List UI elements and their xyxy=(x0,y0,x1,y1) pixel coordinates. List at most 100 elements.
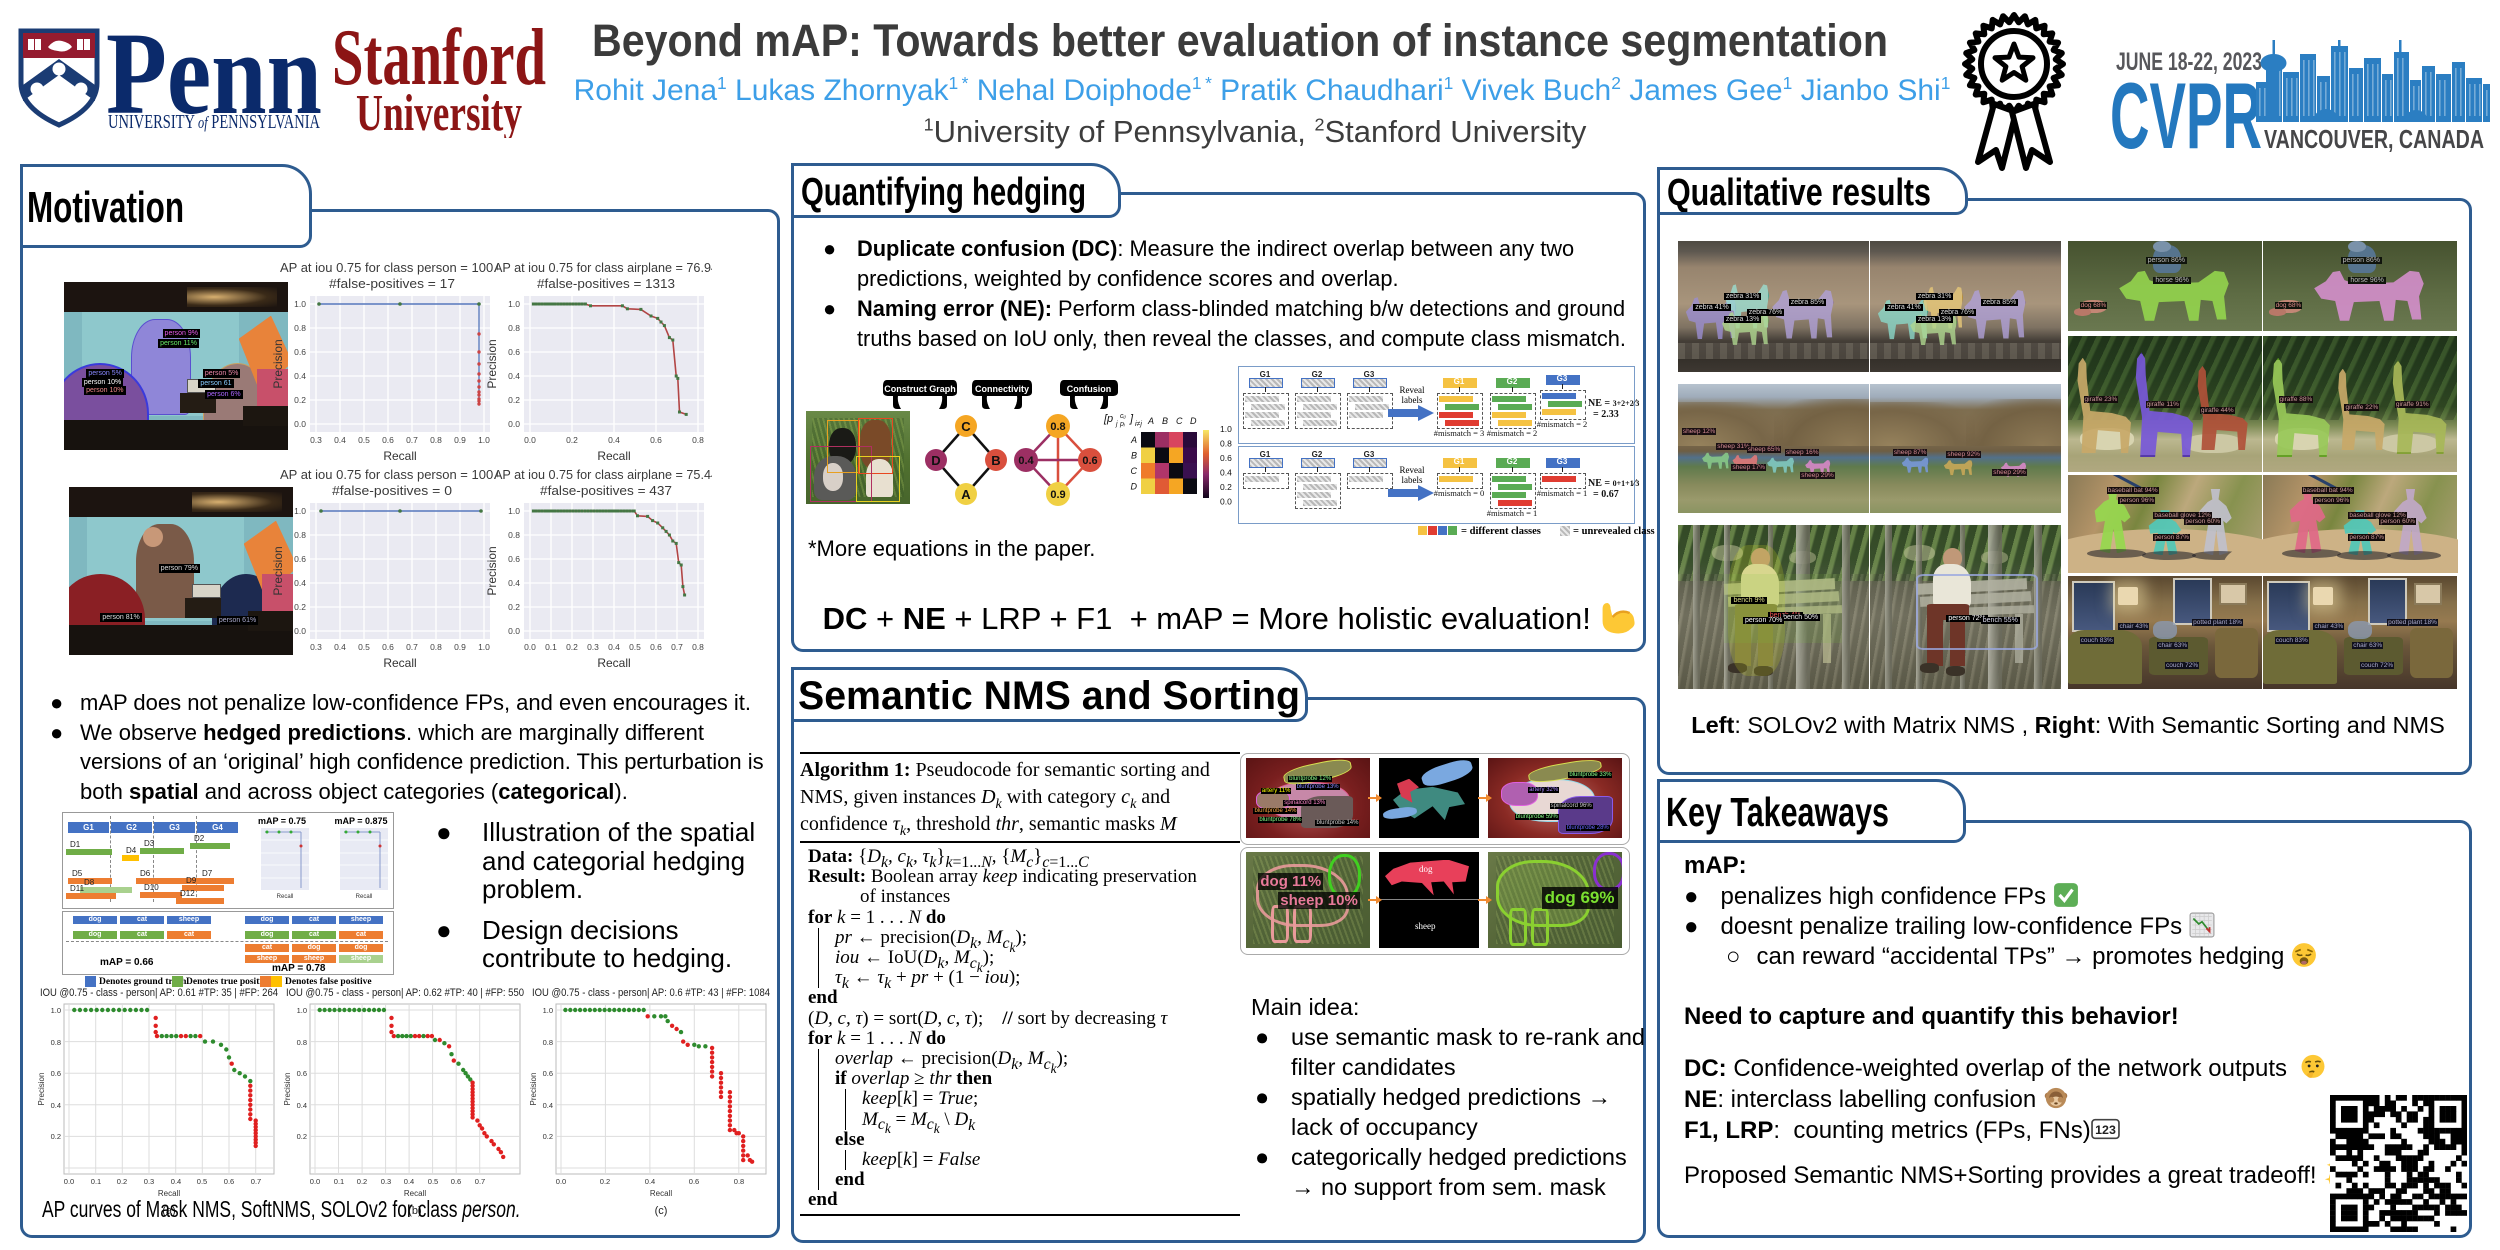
svg-text:0.8: 0.8 xyxy=(430,642,442,652)
svg-text:0.7: 0.7 xyxy=(406,435,418,445)
svg-text:B: B xyxy=(1131,451,1137,461)
svg-text:0.8: 0.8 xyxy=(543,1038,553,1047)
svg-text:1.0: 1.0 xyxy=(294,506,306,516)
svg-text:0.0: 0.0 xyxy=(556,1177,566,1186)
svg-text:University: University xyxy=(356,85,522,138)
svg-text:0.5: 0.5 xyxy=(428,1177,438,1186)
svg-text:(c): (c) xyxy=(655,1205,668,1217)
svg-text:0.0: 0.0 xyxy=(294,419,306,429)
svg-text:0.4: 0.4 xyxy=(294,371,306,381)
svg-text:0.9: 0.9 xyxy=(454,642,466,652)
svg-text:0.4: 0.4 xyxy=(508,371,520,381)
svg-text:UNIVERSITY of PENNSYLVANIA: UNIVERSITY of PENNSYLVANIA xyxy=(108,111,320,133)
svg-text:Recall: Recall xyxy=(158,1189,180,1198)
svg-text:0.2: 0.2 xyxy=(117,1177,127,1186)
svg-text:0.2: 0.2 xyxy=(1220,482,1232,492)
svg-text:j: j xyxy=(1115,421,1118,428)
svg-text:0.9: 0.9 xyxy=(454,435,466,445)
svg-text:0.8: 0.8 xyxy=(294,530,306,540)
svg-text:Precision: Precision xyxy=(485,339,499,388)
svg-text:D: D xyxy=(931,453,940,468)
svg-text:A: A xyxy=(1130,435,1137,445)
svg-text:0.6: 0.6 xyxy=(1082,455,1097,467)
svg-text:0.8: 0.8 xyxy=(1220,439,1232,449)
svg-text:0.4: 0.4 xyxy=(608,642,620,652)
svg-text:0.4: 0.4 xyxy=(508,578,520,588)
svg-text:0.4: 0.4 xyxy=(51,1101,61,1110)
svg-text:0.2: 0.2 xyxy=(508,602,520,612)
svg-text:0.8: 0.8 xyxy=(508,530,520,540)
svg-text:0.7: 0.7 xyxy=(406,642,418,652)
svg-text:Recall: Recall xyxy=(277,894,294,900)
svg-text:0.4: 0.4 xyxy=(334,435,346,445)
svg-text:0.3: 0.3 xyxy=(144,1177,154,1186)
svg-text:Precision: Precision xyxy=(283,1073,292,1106)
svg-text:0.8: 0.8 xyxy=(692,642,704,652)
svg-text:Motivation: Motivation xyxy=(27,183,184,232)
svg-text:Penn: Penn xyxy=(106,18,322,138)
svg-text:Confusion: Confusion xyxy=(1067,384,1112,394)
svg-text:0.1: 0.1 xyxy=(334,1177,344,1186)
svg-text:Recall: Recall xyxy=(650,1189,672,1198)
svg-text:0.2: 0.2 xyxy=(297,1132,307,1141)
svg-text:0.6: 0.6 xyxy=(1220,453,1232,463)
svg-text:AP at iou 0.75 for class perso: AP at iou 0.75 for class person = 100.0 xyxy=(280,467,498,482)
svg-text:0.8: 0.8 xyxy=(297,1038,307,1047)
svg-text:0.4: 0.4 xyxy=(543,1101,553,1110)
svg-text:Recall: Recall xyxy=(597,449,630,463)
svg-text:(a): (a) xyxy=(162,1205,175,1217)
svg-text:1.0: 1.0 xyxy=(478,435,490,445)
svg-text:IOU @0.75 - class - person| AP: IOU @0.75 - class - person| AP: 0.6 #TP:… xyxy=(532,987,770,999)
svg-text:0.2: 0.2 xyxy=(543,1132,553,1141)
svg-text:0.0: 0.0 xyxy=(508,419,520,429)
svg-text:Precision: Precision xyxy=(485,546,499,595)
svg-text:0.2: 0.2 xyxy=(294,395,306,405)
svg-text:0.2: 0.2 xyxy=(357,1177,367,1186)
svg-text:C: C xyxy=(1176,416,1183,426)
svg-text:AP at iou 0.75 for class airpl: AP at iou 0.75 for class airplane = 75.4… xyxy=(494,467,712,482)
svg-text:Precision: Precision xyxy=(271,546,285,595)
svg-text:Qualitative results: Qualitative results xyxy=(1667,172,1931,212)
svg-text:0.6: 0.6 xyxy=(51,1069,61,1078)
svg-text:0.6: 0.6 xyxy=(508,347,520,357)
svg-text:B: B xyxy=(1162,416,1168,426)
svg-text:#false-positives = 437: #false-positives = 437 xyxy=(540,483,672,498)
svg-text:1.0: 1.0 xyxy=(51,1006,61,1015)
svg-text:(b): (b) xyxy=(408,1205,421,1217)
svg-text:0.6: 0.6 xyxy=(543,1069,553,1078)
svg-text:0.6: 0.6 xyxy=(650,642,662,652)
svg-text:0.6: 0.6 xyxy=(382,642,394,652)
svg-text:D: D xyxy=(1190,416,1197,426)
svg-text:0.6: 0.6 xyxy=(689,1177,699,1186)
svg-text:Recall: Recall xyxy=(404,1189,426,1198)
svg-text:Precision: Precision xyxy=(37,1073,46,1106)
svg-text:IOU @0.75 - class - person| AP: IOU @0.75 - class - person| AP: 0.61 #TP… xyxy=(40,987,278,999)
svg-text:0.3: 0.3 xyxy=(310,642,322,652)
svg-text:Recall: Recall xyxy=(356,894,373,900)
svg-text:]: ] xyxy=(1129,413,1134,425)
svg-text:1.0: 1.0 xyxy=(508,299,520,309)
svg-text:Key Takeaways: Key Takeaways xyxy=(1666,789,1889,835)
svg-text:0.7: 0.7 xyxy=(671,642,683,652)
svg-text:Stanford: Stanford xyxy=(332,18,546,102)
svg-text:JUNE 18-22, 2023: JUNE 18-22, 2023 xyxy=(2116,48,2262,76)
svg-text:Beyond mAP: Towards better eva: Beyond mAP: Towards better evaluation of… xyxy=(592,15,1888,66)
svg-text:0.2: 0.2 xyxy=(508,395,520,405)
svg-text:0.5: 0.5 xyxy=(197,1177,207,1186)
svg-text:Connectivity: Connectivity xyxy=(975,384,1029,394)
svg-text:[p: [p xyxy=(1103,413,1113,425)
svg-text:0.2: 0.2 xyxy=(294,602,306,612)
svg-text:0.6: 0.6 xyxy=(297,1069,307,1078)
svg-text:0.4: 0.4 xyxy=(294,578,306,588)
svg-text:0.0: 0.0 xyxy=(508,626,520,636)
svg-text:#false-positives = 17: #false-positives = 17 xyxy=(329,276,455,291)
svg-text:0.6: 0.6 xyxy=(294,347,306,357)
svg-text:Quantifying hedging: Quantifying hedging xyxy=(801,171,1086,214)
svg-text:0.0: 0.0 xyxy=(524,642,536,652)
svg-text:B: B xyxy=(991,453,1000,468)
svg-text:0.0: 0.0 xyxy=(64,1177,74,1186)
svg-text:Recall: Recall xyxy=(597,656,630,670)
svg-text:0.6: 0.6 xyxy=(650,435,662,445)
svg-text:1.0: 1.0 xyxy=(294,299,306,309)
svg-text:0.2: 0.2 xyxy=(51,1132,61,1141)
